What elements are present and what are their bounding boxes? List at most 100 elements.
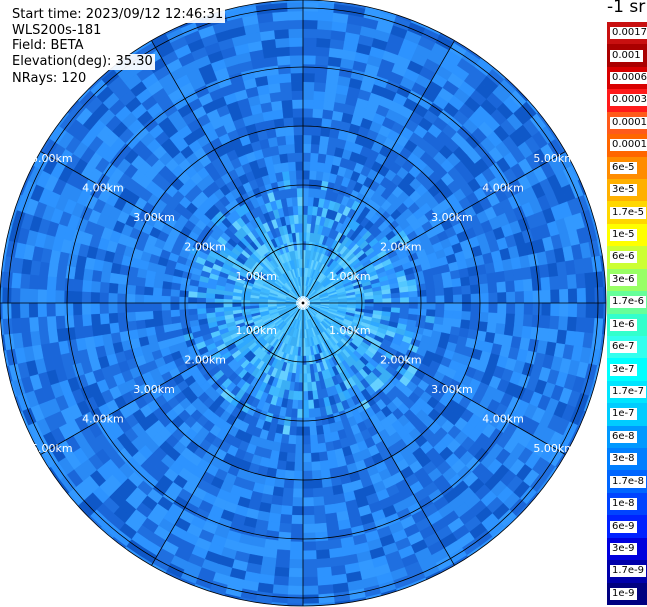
data-gate [109,322,120,334]
data-gate [144,277,155,288]
data-gate [426,309,436,318]
data-gate [302,187,310,198]
data-gate [309,170,318,180]
data-gate [11,272,22,289]
data-gate [298,373,304,383]
data-gate [54,302,65,317]
data-gate [416,283,427,292]
data-gate [302,426,311,436]
colorbar-tick-label: 3e-8 [610,453,637,466]
data-gate [293,214,300,225]
data-gate [468,320,480,331]
colorbar-tick-label: 6e-5 [610,161,637,174]
data-gate [55,315,66,330]
data-gate [512,324,524,338]
data-gate [417,308,427,317]
data-gate [46,302,56,317]
data-gate [566,274,578,290]
data-gate [302,143,312,153]
data-gate [566,316,578,332]
data-gate [292,99,304,109]
data-gate [364,295,374,300]
colorbar-tick-label: 0.0017 [610,27,647,40]
data-gate [575,317,587,333]
data-gate [291,90,304,100]
data-gate [288,426,297,436]
range-ring-label: 4.00km [482,413,524,426]
data-gate [294,143,304,153]
data-gate [309,434,319,445]
data-gate [319,460,330,471]
data-gate [306,364,311,374]
data-gate [273,575,289,587]
data-gate [514,313,525,327]
colorbar-segment: 0.00017 [607,111,647,135]
colorbar-segment: 0.0017 [607,22,647,45]
data-gate [266,73,281,85]
data-gate [284,188,293,199]
data-gate [271,593,288,604]
data-gate [280,505,293,516]
data-gate [287,585,304,596]
data-gate [287,443,296,454]
data-gate [302,461,313,472]
colorbar-tick-label: 1e-5 [610,229,637,241]
data-gate [316,558,331,569]
range-ring-label: 1.00km [329,270,371,283]
data-gate [302,196,309,206]
data-gate [322,109,334,120]
data-gate [188,313,199,322]
data-gate [134,302,145,313]
data-gate [549,275,560,291]
data-gate [179,314,190,323]
data-gate [90,291,100,304]
data-gate [506,291,516,304]
data-gate [100,270,111,283]
data-gate [523,302,534,316]
data-gate [287,434,297,445]
data-gate [417,302,428,310]
data-gate [271,2,288,13]
data-gate [593,271,604,288]
data-gate [54,289,65,304]
colorbar-tick-label: 3e-9 [610,542,637,555]
data-gate [550,289,560,304]
data-gate [268,82,282,94]
data-gate [90,313,101,326]
data-gate [460,276,471,287]
data-gate [28,316,40,332]
data-gate [152,302,162,312]
data-gate [291,514,304,525]
data-gate [302,470,313,481]
data-gate [1,287,12,304]
data-gate [575,273,587,289]
data-gate [290,532,304,543]
data-gate [400,297,410,304]
data-gate [584,272,595,289]
colorbar-segment: 3e-6 [607,268,647,292]
data-gate [277,451,288,462]
data-gate [290,187,298,198]
data-gate [313,90,326,101]
data-gate [287,161,297,172]
range-ring-label: 4.00km [482,182,524,195]
data-gate [295,170,304,180]
data-gate [90,302,100,315]
data-gate [302,479,313,490]
data-gate [126,275,138,286]
data-gate [46,275,57,291]
data-gate [297,400,304,410]
data-gate [302,444,312,454]
data-gate [28,302,39,318]
data-gate [488,302,498,314]
data-gate [283,179,292,190]
data-gate [559,302,569,318]
data-gate [295,435,304,445]
data-gate [285,134,295,145]
data-gate [28,288,39,304]
data-gate [298,214,304,224]
data-gate [273,117,285,129]
data-gate [294,444,304,454]
data-gate [364,299,375,304]
data-gate [540,276,551,291]
